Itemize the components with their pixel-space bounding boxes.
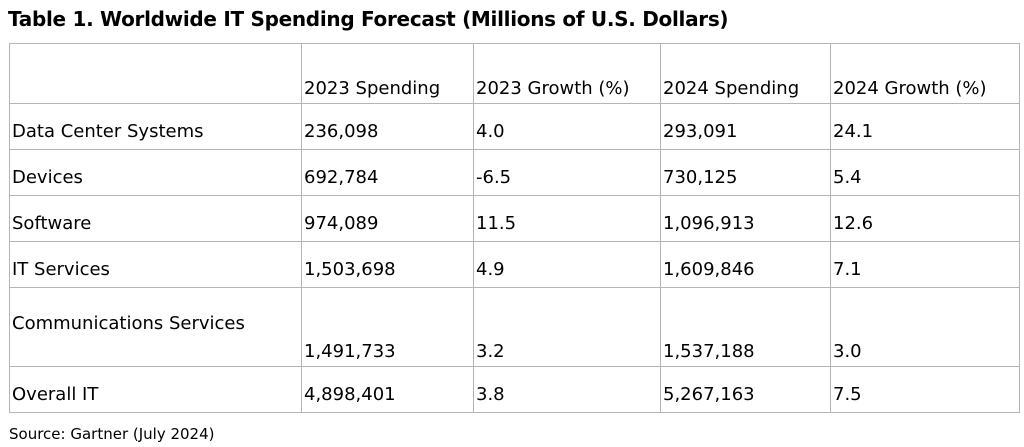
source-note: Source: Gartner (July 2024) xyxy=(9,425,215,443)
cell-2024-spending: 293,091 xyxy=(660,103,831,150)
cell-2024-growth: 5.4 xyxy=(830,149,1020,196)
cell-2024-growth: 7.5 xyxy=(830,366,1020,413)
table-row: Communications Services 1,491,733 3.2 1,… xyxy=(9,287,1020,367)
cell-2023-spending: 974,089 xyxy=(301,195,474,242)
table-row: Software 974,089 11.5 1,096,913 12.6 xyxy=(9,195,1020,242)
row-label: Data Center Systems xyxy=(9,103,302,150)
header-cell-2023-spending: 2023 Spending xyxy=(301,43,474,104)
table-header-row: 2023 Spending 2023 Growth (%) 2024 Spend… xyxy=(9,43,1020,104)
cell-2024-spending: 1,096,913 xyxy=(660,195,831,242)
row-label: Software xyxy=(9,195,302,242)
table-title: Table 1. Worldwide IT Spending Forecast … xyxy=(8,7,729,31)
table-row: Data Center Systems 236,098 4.0 293,091 … xyxy=(9,103,1020,150)
row-label: IT Services xyxy=(9,241,302,288)
cell-2023-growth: -6.5 xyxy=(473,149,661,196)
header-cell-empty xyxy=(9,43,302,104)
cell-2023-growth: 3.8 xyxy=(473,366,661,413)
row-label: Devices xyxy=(9,149,302,196)
cell-2023-spending: 692,784 xyxy=(301,149,474,196)
cell-2023-growth: 4.0 xyxy=(473,103,661,150)
cell-2023-growth: 11.5 xyxy=(473,195,661,242)
cell-2023-growth: 4.9 xyxy=(473,241,661,288)
header-cell-2023-growth: 2023 Growth (%) xyxy=(473,43,661,104)
cell-2024-growth: 24.1 xyxy=(830,103,1020,150)
table-row: IT Services 1,503,698 4.9 1,609,846 7.1 xyxy=(9,241,1020,288)
table-row: Overall IT 4,898,401 3.8 5,267,163 7.5 xyxy=(9,366,1020,413)
row-label: Communications Services xyxy=(9,287,302,367)
table-row: Devices 692,784 -6.5 730,125 5.4 xyxy=(9,149,1020,196)
header-cell-2024-growth: 2024 Growth (%) xyxy=(830,43,1020,104)
header-cell-2024-spending: 2024 Spending xyxy=(660,43,831,104)
cell-2023-spending: 1,491,733 xyxy=(301,287,474,367)
cell-2024-spending: 730,125 xyxy=(660,149,831,196)
cell-2024-growth: 3.0 xyxy=(830,287,1020,367)
cell-2023-spending: 236,098 xyxy=(301,103,474,150)
cell-2024-spending: 1,537,188 xyxy=(660,287,831,367)
cell-2024-growth: 7.1 xyxy=(830,241,1020,288)
cell-2023-spending: 1,503,698 xyxy=(301,241,474,288)
cell-2024-spending: 1,609,846 xyxy=(660,241,831,288)
cell-2023-spending: 4,898,401 xyxy=(301,366,474,413)
spending-forecast-table: 2023 Spending 2023 Growth (%) 2024 Spend… xyxy=(9,43,1020,413)
cell-2024-growth: 12.6 xyxy=(830,195,1020,242)
cell-2024-spending: 5,267,163 xyxy=(660,366,831,413)
row-label: Overall IT xyxy=(9,366,302,413)
cell-2023-growth: 3.2 xyxy=(473,287,661,367)
